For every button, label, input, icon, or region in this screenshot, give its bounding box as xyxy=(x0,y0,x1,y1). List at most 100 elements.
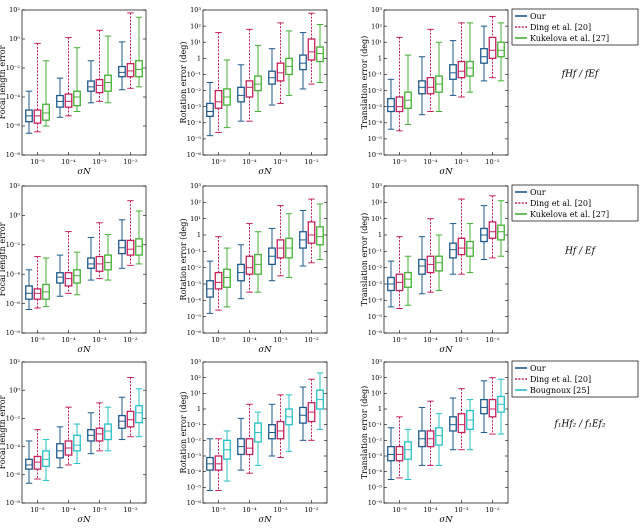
chart-0-0-ytick-label: 10⁻² xyxy=(6,64,21,72)
chart-0-0-xtick-label: 10⁻⁴ xyxy=(61,158,76,166)
chart-0-2-ytick-label: 10⁻⁴ xyxy=(368,119,383,127)
chart-2-1-ytick-label: 10⁻³ xyxy=(187,452,202,460)
chart-1-2-xlabel: σN xyxy=(439,345,453,355)
chart-2-0-ylabel: Focal length error xyxy=(0,395,7,469)
chart-1-0-frame xyxy=(21,185,147,334)
chart-1-2-box xyxy=(497,224,505,241)
chart-0-1-ytick-label: 1 xyxy=(197,55,201,63)
chart-2-1-box xyxy=(245,438,254,456)
chart-1-0-ytick-label: 10⁻⁶ xyxy=(6,300,21,308)
chart-1-1-ytick-label: 10⁻³ xyxy=(187,280,202,288)
legend-1-label: Kukelova et al. [27] xyxy=(530,210,609,219)
chart-0-0-ytick-label: 10⁻⁴ xyxy=(6,93,21,101)
chart-2-0-box xyxy=(25,458,33,470)
chart-2-1-ytick-label: 1 xyxy=(197,405,201,413)
chart-0-2-box xyxy=(387,97,395,113)
chart-2-0-box xyxy=(95,427,104,442)
chart-0-1-box xyxy=(254,75,262,92)
legend-0-label: Our xyxy=(530,12,546,21)
chart-0-1-ytick-label: 10³ xyxy=(190,6,201,14)
chart-1-1-ytick-label: 1 xyxy=(197,231,201,239)
chart-2-0-box xyxy=(135,405,143,424)
chart-1-0-box xyxy=(64,272,73,287)
chart-0-1-box xyxy=(237,86,245,103)
chart-0-0-ytick-label: 10² xyxy=(9,6,20,14)
chart-1-0-box xyxy=(126,239,135,256)
chart-0-0-ylabel: Focal length error xyxy=(0,45,7,119)
chart-1-2-ytick-label: 10² xyxy=(371,199,382,207)
chart-0-1-box xyxy=(299,54,307,71)
chart-0-0-box xyxy=(104,74,112,92)
chart-2-0-box xyxy=(33,455,42,470)
chart-0-0-xtick-label: 10⁻⁵ xyxy=(30,158,45,166)
chart-0-1-ytick-label: 10⁻⁶ xyxy=(187,151,202,159)
chart-0-2-box xyxy=(480,48,488,64)
chart-2-0-ytick-label: 10⁰ xyxy=(9,386,20,394)
chart-0-2-ytick-label: 10⁻³ xyxy=(368,103,383,111)
chart-2-2-xtick-label: 10⁻² xyxy=(485,506,500,514)
chart-2-2-ytick-label: 1 xyxy=(378,405,382,413)
legend-1-box xyxy=(511,184,639,222)
chart-1-1-xtick-label: 10⁻⁵ xyxy=(211,336,226,344)
row-label-0: fHf / fEf xyxy=(561,70,600,80)
row-label-1: Hf / Ef xyxy=(564,247,597,257)
chart-2-0-xtick-label: 10⁻² xyxy=(123,506,138,514)
chart-2-2-box xyxy=(449,416,457,432)
chart-1-2-xtick-label: 10⁻² xyxy=(485,336,500,344)
chart-1-0-xtick-label: 10⁻⁴ xyxy=(61,336,76,344)
chart-1-0-ytick-label: 10⁻² xyxy=(6,241,21,249)
chart-2-1-xtick-label: 10⁻⁵ xyxy=(211,506,226,514)
chart-1-2-ytick-label: 10³ xyxy=(371,182,382,190)
chart-2-2-box xyxy=(488,398,497,418)
chart-1-1-ytick-label: 10⁻⁴ xyxy=(187,297,202,305)
chart-0-1-ytick-label: 10⁻¹ xyxy=(187,71,202,79)
chart-1-1-frame xyxy=(202,185,328,334)
chart-2-2-xtick-label: 10⁻⁴ xyxy=(423,506,438,514)
chart-2-2-xtick-label: 10⁻⁵ xyxy=(392,506,407,514)
chart-1-1-xtick-label: 10⁻² xyxy=(304,336,319,344)
chart-1-2-ytick-label: 10¹ xyxy=(371,215,382,223)
chart-0-2-ytick-label: 10⁻¹ xyxy=(368,71,383,79)
chart-0-2-box xyxy=(395,96,404,113)
chart-2-2-xlabel: σN xyxy=(439,515,453,525)
chart-2-2-box xyxy=(435,427,443,446)
row-label-2: f₁Hf₂ / f₁Ef₂ xyxy=(554,420,606,430)
chart-2-0-box xyxy=(42,450,50,467)
chart-1-2-xtick-label: 10⁻⁴ xyxy=(423,336,438,344)
chart-0-1-ytick-label: 10⁻⁵ xyxy=(187,135,202,143)
chart-1-2-box xyxy=(449,242,457,259)
chart-1-1-box xyxy=(214,271,223,290)
chart-0-0-ytick-label: 10⁻⁶ xyxy=(6,122,21,130)
chart-0-2-ytick-label: 10³ xyxy=(371,6,382,14)
chart-1-1-box xyxy=(316,226,324,246)
legend-2-label: Bougnoux [25] xyxy=(530,386,590,395)
chart-1-2-ytick-label: 10⁻⁵ xyxy=(368,313,383,321)
chart-0-2-xtick-label: 10⁻³ xyxy=(454,158,469,166)
chart-2-0-xtick-label: 10⁻⁵ xyxy=(30,506,45,514)
chart-0-0-box xyxy=(73,90,81,107)
chart-2-2-ytick-label: 10⁻³ xyxy=(368,452,383,460)
chart-2-1-xtick-label: 10⁻³ xyxy=(273,506,288,514)
chart-2-1-frame xyxy=(202,361,328,504)
chart-1-0-xtick-label: 10⁻³ xyxy=(92,336,107,344)
chart-0-0-box xyxy=(64,93,73,108)
chart-0-2-ytick-label: 1 xyxy=(378,55,382,63)
chart-2-1-ytick-label: 10⁻² xyxy=(187,437,202,445)
chart-2-0-ytick-label: 10² xyxy=(9,358,20,366)
chart-1-1-xtick-label: 10⁻³ xyxy=(273,336,288,344)
chart-0-1-xtick-label: 10⁻³ xyxy=(273,158,288,166)
chart-0-0-xtick-label: 10⁻² xyxy=(123,158,138,166)
chart-0-2-box xyxy=(488,36,497,59)
chart-2-1-box xyxy=(268,424,276,440)
chart-0-2-xtick-label: 10⁻² xyxy=(485,158,500,166)
chart-2-2-box xyxy=(457,413,466,434)
chart-1-2-box xyxy=(488,221,497,239)
chart-1-1-ytick-label: 10⁻² xyxy=(187,264,202,272)
chart-2-0-box xyxy=(73,434,81,452)
chart-1-2-xtick-label: 10⁻³ xyxy=(454,336,469,344)
chart-0-0-box xyxy=(33,109,42,124)
chart-0-0-xlabel: σN xyxy=(77,167,91,177)
chart-0-0-frame xyxy=(21,9,147,156)
chart-1-2-ytick-label: 10⁻⁴ xyxy=(368,297,383,305)
